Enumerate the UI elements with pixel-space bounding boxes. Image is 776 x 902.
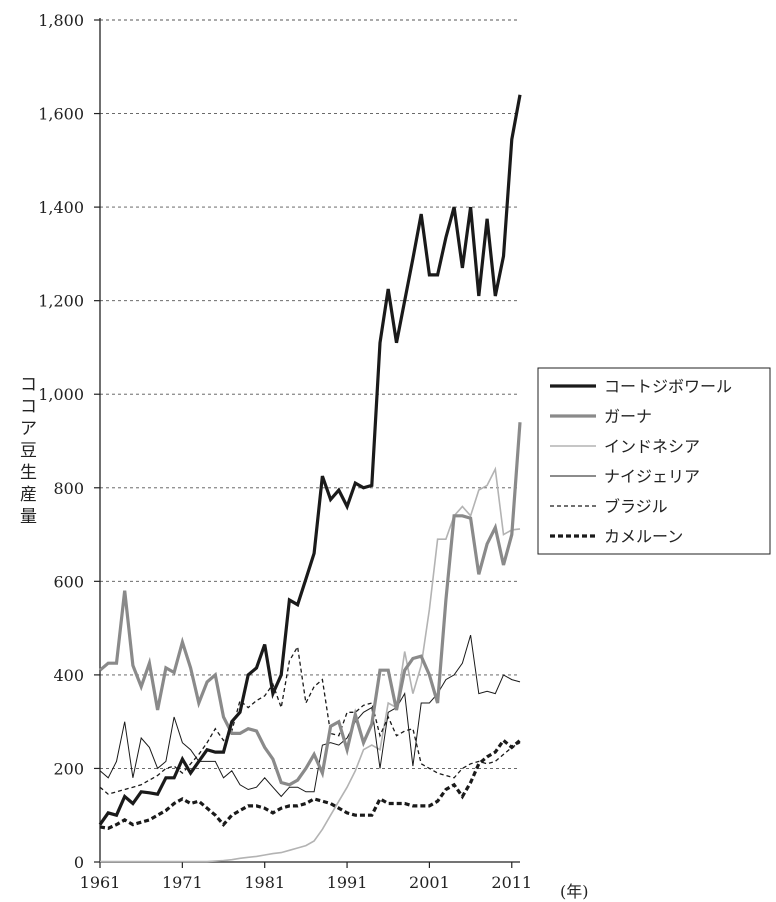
y-tick-label: 200 (53, 759, 84, 778)
series-line-1 (98, 94, 522, 826)
axes (94, 18, 520, 868)
legend-label: コートジボワール (604, 377, 732, 396)
x-tick-label: 1991 (327, 873, 368, 892)
legend-label: ブラジル (604, 497, 668, 516)
series-line-6 (99, 738, 522, 830)
legend-label: ナイジェリア (604, 467, 700, 486)
series-lines (98, 94, 522, 863)
gridlines (100, 19, 520, 769)
y-tick-label: 600 (53, 572, 84, 591)
y-tick-label: 1,400 (38, 198, 84, 217)
y-tick-label: 1,600 (38, 105, 84, 124)
y-tick-labels: 0 200 400 600 800 1,000 1,200 1,400 1,600 1,800 (38, 11, 84, 872)
y-tick-label: 400 (53, 666, 84, 685)
x-axis-unit: (年) (560, 882, 589, 901)
x-tick-label: 1961 (80, 873, 121, 892)
y-axis-label: ココア豆生産量 (20, 375, 37, 527)
legend-box (537, 367, 771, 555)
y-tick-label: 800 (53, 479, 84, 498)
y-tick-label: 1,200 (38, 292, 84, 311)
legend-label: インドネシア (604, 437, 700, 456)
legend-label: ガーナ (604, 407, 652, 426)
series-line-5 (99, 644, 521, 795)
series-line-4 (99, 634, 521, 798)
legend-label: カメルーン (604, 527, 683, 546)
y-tick-label: 1,000 (38, 385, 84, 404)
x-tick-label: 1981 (244, 873, 285, 892)
y-tick-label: 1,800 (38, 11, 84, 30)
y-tick-label: 0 (74, 853, 84, 872)
x-tick-label: 1971 (162, 873, 203, 892)
x-tick-labels: 1961 1971 1981 1991 2001 2011 (80, 873, 532, 892)
x-tick-label: 2011 (491, 873, 532, 892)
series-line-3 (100, 466, 521, 863)
series-line-2 (98, 422, 522, 787)
x-tick-label: 2001 (409, 873, 450, 892)
